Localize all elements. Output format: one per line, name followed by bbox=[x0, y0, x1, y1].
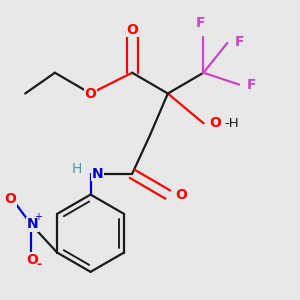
Text: -: - bbox=[36, 258, 41, 271]
Text: O: O bbox=[175, 188, 187, 202]
Text: O: O bbox=[27, 253, 38, 267]
Text: O: O bbox=[209, 116, 221, 130]
Text: +: + bbox=[34, 212, 42, 222]
Text: O: O bbox=[126, 22, 138, 37]
Text: N: N bbox=[27, 217, 38, 231]
Text: F: F bbox=[235, 34, 244, 49]
Text: H: H bbox=[71, 162, 82, 176]
Text: F: F bbox=[247, 78, 256, 92]
Text: O: O bbox=[4, 192, 16, 206]
Text: F: F bbox=[196, 16, 205, 30]
Text: N: N bbox=[92, 167, 104, 181]
Text: -H: -H bbox=[224, 117, 239, 130]
Text: O: O bbox=[85, 86, 97, 100]
